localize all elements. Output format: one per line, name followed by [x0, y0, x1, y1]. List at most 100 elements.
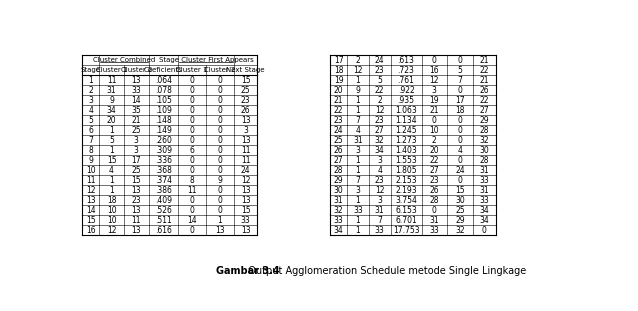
Text: 19: 19 — [429, 95, 439, 104]
Text: 33: 33 — [429, 226, 439, 235]
Text: 23: 23 — [241, 95, 250, 104]
Text: 1.063: 1.063 — [395, 106, 417, 114]
Text: 13: 13 — [241, 196, 250, 205]
Text: .064: .064 — [155, 76, 172, 85]
Text: 3: 3 — [355, 146, 360, 155]
Text: 0: 0 — [218, 146, 223, 155]
Text: 18: 18 — [107, 196, 116, 205]
Bar — [330, 85, 496, 95]
Text: 30: 30 — [334, 186, 343, 195]
Text: 33: 33 — [479, 176, 489, 185]
Text: 0: 0 — [189, 196, 195, 205]
Text: 13: 13 — [241, 186, 250, 195]
Text: 34: 34 — [334, 226, 343, 235]
Text: 1: 1 — [88, 76, 93, 85]
Text: 9: 9 — [355, 86, 360, 95]
Text: 3: 3 — [243, 126, 248, 135]
Text: 32: 32 — [334, 206, 343, 215]
Text: 28: 28 — [334, 166, 343, 175]
Text: Output Agglomeration Schedule metode Single Lingkage: Output Agglomeration Schedule metode Sin… — [242, 267, 527, 276]
Text: 31: 31 — [429, 216, 439, 225]
Text: 33: 33 — [353, 206, 363, 215]
Text: 4: 4 — [88, 106, 93, 114]
Text: 30: 30 — [455, 196, 464, 205]
Text: 0: 0 — [189, 76, 195, 85]
Text: 33: 33 — [375, 226, 385, 235]
Text: .723: .723 — [397, 66, 415, 75]
Text: 9: 9 — [218, 176, 223, 185]
Text: 31: 31 — [480, 186, 489, 195]
Text: 26: 26 — [241, 106, 250, 114]
Text: 10: 10 — [107, 216, 116, 225]
Text: 25: 25 — [455, 206, 464, 215]
Text: 0: 0 — [457, 156, 463, 165]
Text: 27: 27 — [375, 126, 385, 135]
Text: 29: 29 — [480, 116, 489, 125]
Text: 25: 25 — [334, 136, 343, 145]
Text: 23: 23 — [334, 116, 343, 125]
Text: 2: 2 — [432, 136, 436, 145]
Text: 31: 31 — [107, 86, 116, 95]
Text: Cluster Combined: Cluster Combined — [93, 57, 155, 63]
Text: 25: 25 — [131, 166, 141, 175]
Text: 17: 17 — [334, 56, 343, 65]
Text: 0: 0 — [482, 226, 487, 235]
Text: 0: 0 — [218, 186, 223, 195]
Text: 1.134: 1.134 — [395, 116, 417, 125]
Bar — [330, 115, 496, 125]
Text: 0: 0 — [189, 206, 195, 215]
Text: 0: 0 — [189, 116, 195, 125]
Text: 0: 0 — [218, 86, 223, 95]
Text: 3: 3 — [134, 136, 138, 145]
Text: Cluster 2: Cluster 2 — [121, 67, 152, 73]
Text: 26: 26 — [480, 86, 489, 95]
Text: 0: 0 — [189, 166, 195, 175]
Text: .386: .386 — [155, 186, 172, 195]
Bar — [82, 205, 257, 215]
Text: 24: 24 — [375, 56, 385, 65]
Text: 12: 12 — [375, 106, 385, 114]
Text: 0: 0 — [189, 136, 195, 145]
Text: 0: 0 — [189, 106, 195, 114]
Text: 10: 10 — [429, 126, 439, 135]
Text: 14: 14 — [85, 206, 96, 215]
Text: 4: 4 — [355, 126, 360, 135]
Text: 31: 31 — [480, 166, 489, 175]
Text: 5: 5 — [377, 76, 382, 85]
Text: 28: 28 — [480, 126, 489, 135]
Text: .374: .374 — [155, 176, 172, 185]
Text: .260: .260 — [155, 136, 172, 145]
Text: 1: 1 — [355, 226, 360, 235]
Text: 17: 17 — [131, 156, 141, 165]
Text: 20: 20 — [429, 146, 439, 155]
Text: 11: 11 — [131, 216, 141, 225]
Text: 15: 15 — [241, 76, 250, 85]
Text: .761: .761 — [397, 76, 415, 85]
Bar — [330, 185, 496, 195]
Bar — [82, 215, 257, 225]
Bar — [330, 65, 496, 75]
Text: .078: .078 — [155, 86, 172, 95]
Text: 0: 0 — [457, 116, 463, 125]
Text: 26: 26 — [334, 146, 343, 155]
Text: 11: 11 — [188, 186, 197, 195]
Text: 22: 22 — [480, 66, 489, 75]
Text: .336: .336 — [155, 156, 172, 165]
Text: 27: 27 — [429, 166, 439, 175]
Bar — [330, 175, 496, 185]
Text: 25: 25 — [241, 86, 250, 95]
Text: 16: 16 — [85, 226, 96, 235]
Text: .613: .613 — [397, 56, 415, 65]
Text: 21: 21 — [429, 106, 439, 114]
Text: 32: 32 — [455, 226, 464, 235]
Text: 29: 29 — [334, 176, 343, 185]
Text: 7: 7 — [457, 76, 463, 85]
Text: 13: 13 — [241, 116, 250, 125]
Bar — [330, 215, 496, 225]
Bar — [330, 135, 496, 145]
Text: 1.273: 1.273 — [395, 136, 417, 145]
Text: 4: 4 — [109, 166, 114, 175]
Text: 31: 31 — [334, 196, 343, 205]
Bar — [330, 165, 496, 175]
Text: 20: 20 — [334, 86, 343, 95]
